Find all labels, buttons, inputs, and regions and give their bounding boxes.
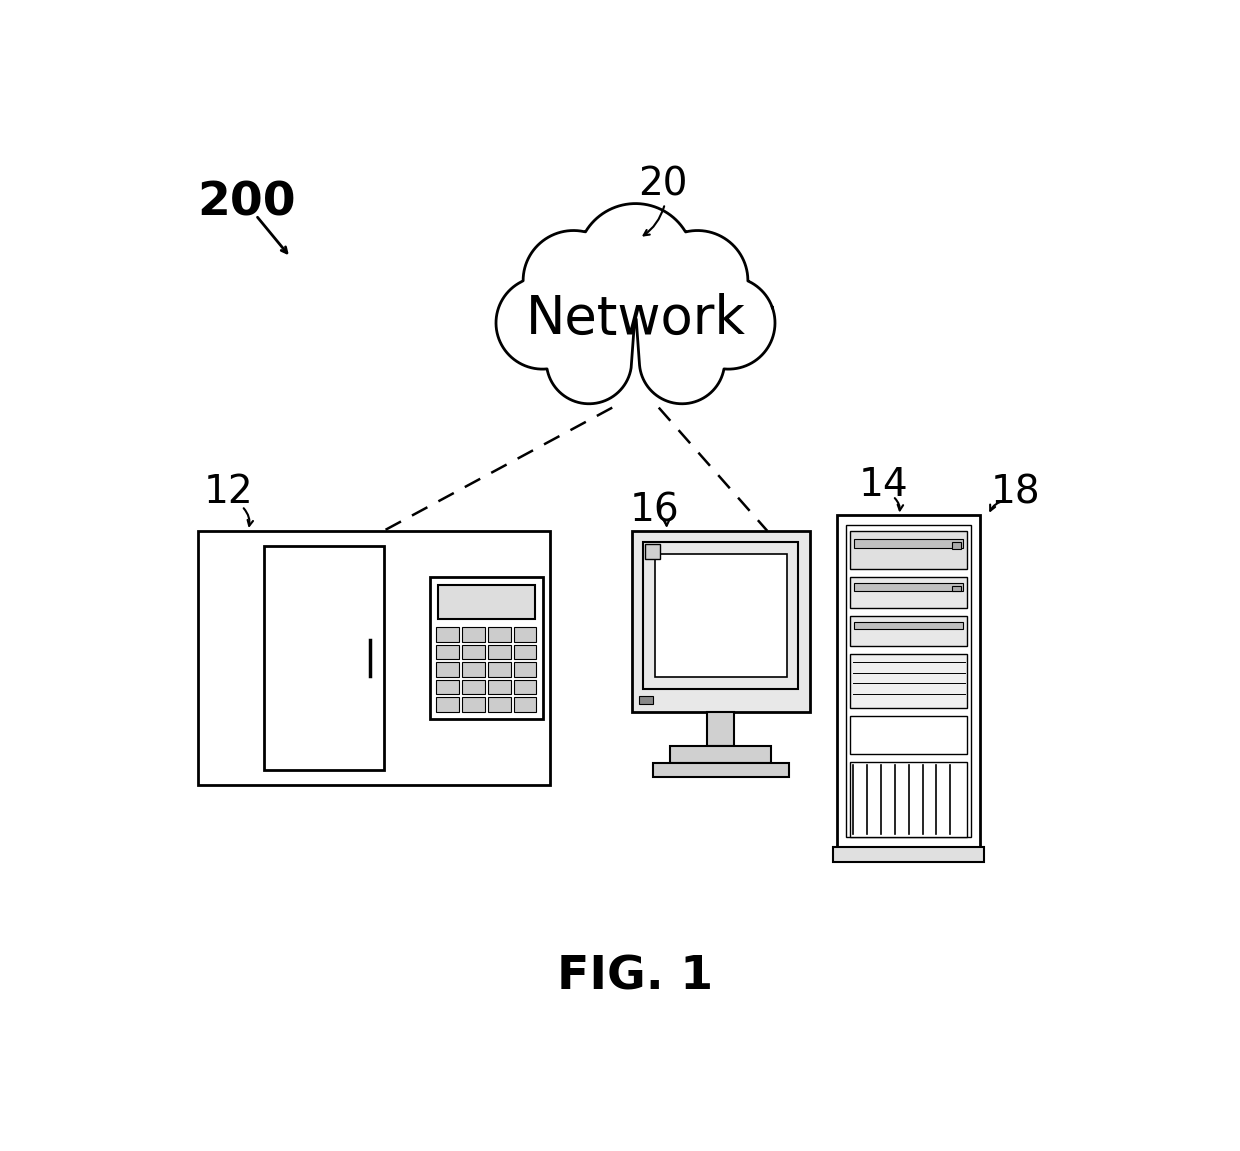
FancyBboxPatch shape xyxy=(463,662,485,677)
FancyBboxPatch shape xyxy=(436,662,459,677)
FancyBboxPatch shape xyxy=(513,645,536,660)
FancyBboxPatch shape xyxy=(854,622,963,630)
FancyBboxPatch shape xyxy=(631,531,810,711)
FancyBboxPatch shape xyxy=(513,662,536,677)
FancyBboxPatch shape xyxy=(487,680,511,694)
FancyBboxPatch shape xyxy=(952,586,961,590)
Text: 18: 18 xyxy=(991,473,1040,511)
FancyBboxPatch shape xyxy=(513,698,536,711)
FancyBboxPatch shape xyxy=(851,577,967,608)
FancyBboxPatch shape xyxy=(707,711,734,746)
FancyBboxPatch shape xyxy=(851,762,967,837)
Text: 12: 12 xyxy=(203,473,253,511)
FancyBboxPatch shape xyxy=(436,645,459,660)
Text: 20: 20 xyxy=(637,166,687,204)
FancyBboxPatch shape xyxy=(851,654,967,708)
FancyBboxPatch shape xyxy=(513,680,536,694)
FancyBboxPatch shape xyxy=(487,627,511,641)
FancyBboxPatch shape xyxy=(851,531,967,570)
FancyBboxPatch shape xyxy=(487,645,511,660)
FancyBboxPatch shape xyxy=(653,763,789,777)
FancyBboxPatch shape xyxy=(833,846,985,862)
FancyBboxPatch shape xyxy=(671,746,771,763)
FancyBboxPatch shape xyxy=(847,525,971,837)
Text: 14: 14 xyxy=(858,466,909,504)
FancyBboxPatch shape xyxy=(513,627,536,641)
FancyBboxPatch shape xyxy=(430,577,543,719)
FancyBboxPatch shape xyxy=(854,539,963,548)
FancyBboxPatch shape xyxy=(854,584,963,590)
FancyBboxPatch shape xyxy=(655,554,786,677)
FancyBboxPatch shape xyxy=(436,698,459,711)
Text: FIG. 1: FIG. 1 xyxy=(558,955,713,1000)
Polygon shape xyxy=(496,204,775,404)
Text: 200: 200 xyxy=(197,181,296,226)
FancyBboxPatch shape xyxy=(197,531,551,785)
Text: 16: 16 xyxy=(630,491,680,529)
FancyBboxPatch shape xyxy=(263,547,383,770)
FancyBboxPatch shape xyxy=(851,616,967,647)
FancyBboxPatch shape xyxy=(837,516,981,846)
FancyBboxPatch shape xyxy=(952,542,961,549)
FancyBboxPatch shape xyxy=(436,627,459,641)
FancyBboxPatch shape xyxy=(436,680,459,694)
FancyBboxPatch shape xyxy=(487,698,511,711)
FancyBboxPatch shape xyxy=(463,698,485,711)
FancyBboxPatch shape xyxy=(438,585,534,619)
FancyBboxPatch shape xyxy=(463,645,485,660)
FancyBboxPatch shape xyxy=(640,696,653,704)
FancyBboxPatch shape xyxy=(463,680,485,694)
FancyBboxPatch shape xyxy=(463,627,485,641)
FancyBboxPatch shape xyxy=(851,716,967,754)
Text: Network: Network xyxy=(526,294,745,345)
FancyBboxPatch shape xyxy=(487,662,511,677)
FancyBboxPatch shape xyxy=(645,544,660,559)
